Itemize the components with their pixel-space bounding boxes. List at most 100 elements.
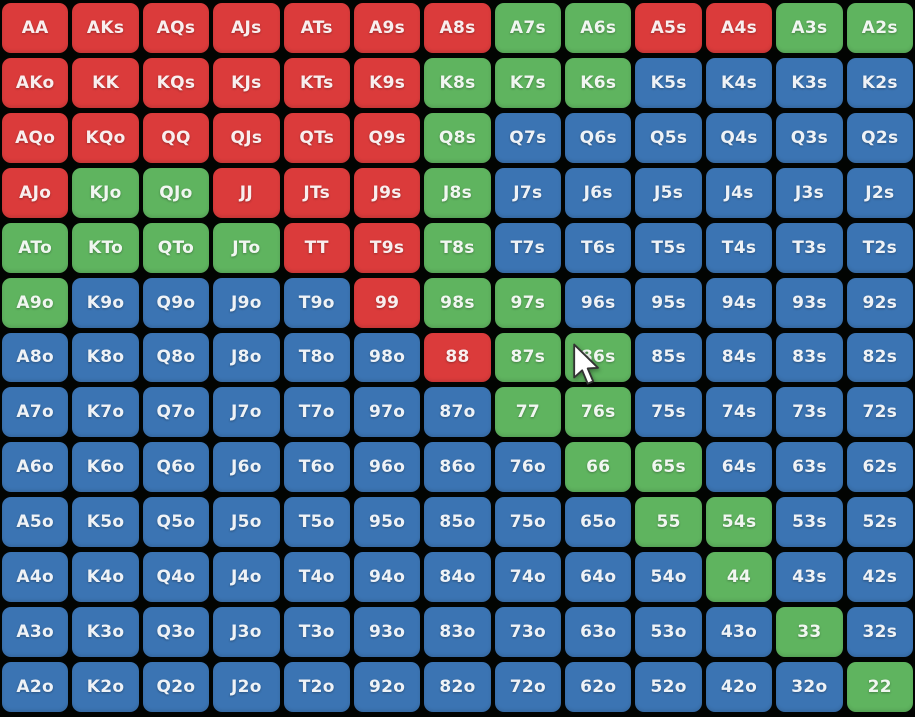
hand-cell-54s[interactable]: 54s <box>705 497 773 548</box>
hand-cell-T3o[interactable]: T3o <box>283 607 350 658</box>
hand-cell-87o[interactable]: 87o <box>424 387 491 438</box>
hand-cell-43o[interactable]: 43o <box>705 607 773 658</box>
hand-cell-TT[interactable]: TT <box>283 222 350 273</box>
hand-cell-Q4s[interactable]: Q4s <box>705 112 773 163</box>
hand-cell-AKo[interactable]: AKo <box>2 57 69 108</box>
hand-cell-63o[interactable]: 63o <box>565 607 632 658</box>
hand-cell-J2s[interactable]: J2s <box>846 167 913 218</box>
hand-cell-T8s[interactable]: T8s <box>424 222 491 273</box>
hand-cell-KTs[interactable]: KTs <box>283 57 350 108</box>
hand-cell-55[interactable]: 55 <box>635 497 702 548</box>
hand-cell-A2o[interactable]: A2o <box>2 662 69 712</box>
hand-cell-Q3o[interactable]: Q3o <box>142 607 210 658</box>
hand-cell-A2s[interactable]: A2s <box>846 3 913 53</box>
hand-cell-64o[interactable]: 64o <box>565 552 632 603</box>
hand-cell-95s[interactable]: 95s <box>635 277 702 328</box>
hand-cell-T9o[interactable]: T9o <box>283 277 350 328</box>
hand-cell-J4s[interactable]: J4s <box>705 167 773 218</box>
hand-cell-94o[interactable]: 94o <box>353 552 421 603</box>
hand-cell-J9s[interactable]: J9s <box>353 167 421 218</box>
hand-cell-85s[interactable]: 85s <box>635 332 702 383</box>
hand-cell-T2s[interactable]: T2s <box>846 222 913 273</box>
hand-cell-J7o[interactable]: J7o <box>213 387 280 438</box>
hand-cell-K6s[interactable]: K6s <box>565 57 632 108</box>
hand-cell-Q3s[interactable]: Q3s <box>776 112 843 163</box>
hand-cell-QTo[interactable]: QTo <box>142 222 210 273</box>
hand-cell-J2o[interactable]: J2o <box>213 662 280 712</box>
hand-cell-42s[interactable]: 42s <box>846 552 913 603</box>
hand-cell-32s[interactable]: 32s <box>846 607 913 658</box>
hand-cell-93s[interactable]: 93s <box>776 277 843 328</box>
hand-cell-T7o[interactable]: T7o <box>283 387 350 438</box>
hand-cell-QJo[interactable]: QJo <box>142 167 210 218</box>
hand-cell-T3s[interactable]: T3s <box>776 222 843 273</box>
hand-cell-Q7o[interactable]: Q7o <box>142 387 210 438</box>
hand-cell-63s[interactable]: 63s <box>776 442 843 493</box>
hand-cell-K6o[interactable]: K6o <box>72 442 139 493</box>
hand-cell-52s[interactable]: 52s <box>846 497 913 548</box>
hand-cell-92o[interactable]: 92o <box>353 662 421 712</box>
hand-cell-T4s[interactable]: T4s <box>705 222 773 273</box>
hand-cell-JJ[interactable]: JJ <box>213 167 280 218</box>
hand-cell-J5o[interactable]: J5o <box>213 497 280 548</box>
hand-cell-J3s[interactable]: J3s <box>776 167 843 218</box>
hand-cell-Q4o[interactable]: Q4o <box>142 552 210 603</box>
hand-cell-AJo[interactable]: AJo <box>2 167 69 218</box>
hand-cell-J7s[interactable]: J7s <box>494 167 562 218</box>
hand-cell-88[interactable]: 88 <box>424 332 491 383</box>
hand-cell-J6s[interactable]: J6s <box>565 167 632 218</box>
hand-cell-K9s[interactable]: K9s <box>353 57 421 108</box>
hand-cell-K7s[interactable]: K7s <box>494 57 562 108</box>
hand-cell-QJs[interactable]: QJs <box>213 112 280 163</box>
hand-cell-J5s[interactable]: J5s <box>635 167 702 218</box>
hand-cell-KJs[interactable]: KJs <box>213 57 280 108</box>
hand-cell-99[interactable]: 99 <box>353 277 421 328</box>
hand-cell-74s[interactable]: 74s <box>705 387 773 438</box>
hand-cell-84o[interactable]: 84o <box>424 552 491 603</box>
hand-cell-76s[interactable]: 76s <box>565 387 632 438</box>
hand-cell-KQo[interactable]: KQo <box>72 112 139 163</box>
hand-cell-A7o[interactable]: A7o <box>2 387 69 438</box>
hand-cell-42o[interactable]: 42o <box>705 662 773 712</box>
hand-cell-97o[interactable]: 97o <box>353 387 421 438</box>
hand-cell-AQs[interactable]: AQs <box>142 3 210 53</box>
hand-cell-AKs[interactable]: AKs <box>72 3 139 53</box>
hand-cell-65o[interactable]: 65o <box>565 497 632 548</box>
hand-cell-K8s[interactable]: K8s <box>424 57 491 108</box>
hand-cell-75o[interactable]: 75o <box>494 497 562 548</box>
hand-cell-Q9o[interactable]: Q9o <box>142 277 210 328</box>
hand-cell-K9o[interactable]: K9o <box>72 277 139 328</box>
hand-cell-Q6s[interactable]: Q6s <box>565 112 632 163</box>
hand-cell-32o[interactable]: 32o <box>776 662 843 712</box>
hand-cell-86o[interactable]: 86o <box>424 442 491 493</box>
hand-cell-77[interactable]: 77 <box>494 387 562 438</box>
hand-cell-64s[interactable]: 64s <box>705 442 773 493</box>
hand-cell-JTs[interactable]: JTs <box>283 167 350 218</box>
hand-cell-A4o[interactable]: A4o <box>2 552 69 603</box>
hand-cell-53o[interactable]: 53o <box>635 607 702 658</box>
hand-cell-JTo[interactable]: JTo <box>213 222 280 273</box>
hand-cell-K5s[interactable]: K5s <box>635 57 702 108</box>
hand-cell-62o[interactable]: 62o <box>565 662 632 712</box>
hand-cell-J4o[interactable]: J4o <box>213 552 280 603</box>
hand-cell-AA[interactable]: AA <box>2 3 69 53</box>
hand-cell-K4o[interactable]: K4o <box>72 552 139 603</box>
hand-cell-T7s[interactable]: T7s <box>494 222 562 273</box>
hand-cell-22[interactable]: 22 <box>846 662 913 712</box>
hand-cell-75s[interactable]: 75s <box>635 387 702 438</box>
hand-cell-62s[interactable]: 62s <box>846 442 913 493</box>
hand-cell-96s[interactable]: 96s <box>565 277 632 328</box>
hand-cell-44[interactable]: 44 <box>705 552 773 603</box>
hand-cell-QQ[interactable]: QQ <box>142 112 210 163</box>
hand-cell-A5o[interactable]: A5o <box>2 497 69 548</box>
hand-cell-A9s[interactable]: A9s <box>353 3 421 53</box>
hand-cell-82s[interactable]: 82s <box>846 332 913 383</box>
hand-cell-72o[interactable]: 72o <box>494 662 562 712</box>
hand-cell-K2o[interactable]: K2o <box>72 662 139 712</box>
hand-cell-92s[interactable]: 92s <box>846 277 913 328</box>
hand-cell-T6s[interactable]: T6s <box>565 222 632 273</box>
hand-cell-T2o[interactable]: T2o <box>283 662 350 712</box>
hand-cell-93o[interactable]: 93o <box>353 607 421 658</box>
hand-cell-97s[interactable]: 97s <box>494 277 562 328</box>
hand-cell-86s[interactable]: 86s <box>565 332 632 383</box>
